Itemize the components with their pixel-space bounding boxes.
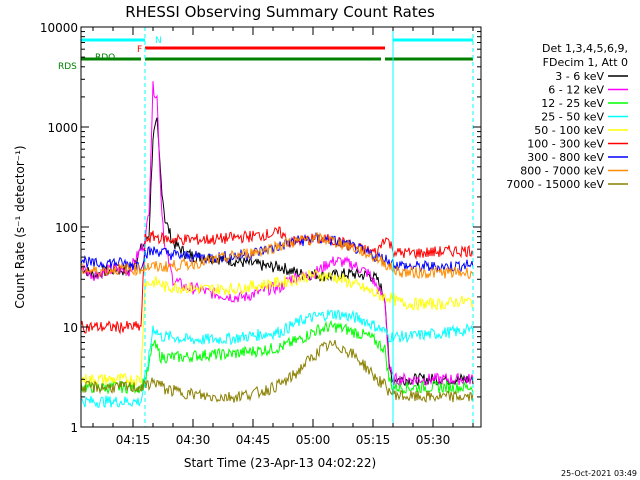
- flag-label-rds: RDS: [58, 62, 77, 72]
- flag-label-f: F: [137, 45, 142, 55]
- plot-area: N F RDO RDS: [58, 27, 474, 427]
- y-tick-label-5: 10000: [40, 21, 78, 35]
- flag-label-n: N: [155, 36, 162, 46]
- legend-label-7: 300 - 800 keV: [527, 151, 604, 164]
- legend-label-1: 3 - 6 keV: [555, 70, 604, 83]
- time-stamp: 25-Oct-2021 03:49: [561, 469, 637, 478]
- x-tick-label-4: 05:00: [296, 433, 331, 447]
- legend-header-line-1: Det 1,3,4,5,6,9,: [542, 42, 628, 55]
- legend-header-line-2: FDecim 1, Att 0: [543, 56, 628, 69]
- series-line-3: [81, 319, 474, 395]
- x-tick-label-6: 05:30: [416, 433, 451, 447]
- legend-label-3: 12 - 25 keV: [541, 97, 604, 110]
- legend-label-4: 25 - 50 keV: [541, 111, 604, 124]
- series-line-8: [81, 232, 474, 280]
- series-line-2: [81, 81, 474, 387]
- series-line-5: [81, 269, 474, 387]
- legend-label-6: 100 - 300 keV: [527, 138, 604, 151]
- x-tick-label-2: 04:30: [176, 433, 211, 447]
- legend-label-5: 50 - 100 keV: [534, 124, 604, 137]
- y-tick-label-1: 1: [70, 421, 78, 435]
- legend-label-9: 7000 - 15000 keV: [506, 178, 604, 191]
- y-tick-label-3: 100: [55, 221, 78, 235]
- chart-title: RHESSI Observing Summary Count Rates: [125, 3, 435, 21]
- y-tick-label-2: 10: [63, 321, 78, 335]
- series-line-6: [81, 226, 474, 335]
- y-tick-label-4: 1000: [47, 121, 78, 135]
- y-axis: 1 10 100 1000 10000: [40, 21, 481, 435]
- plot-frame: [80, 26, 482, 428]
- x-tick-label-1: 04:15: [116, 433, 151, 447]
- series-line-4: [81, 309, 474, 409]
- series-line-9: [81, 339, 474, 403]
- legend-label-2: 6 - 12 keV: [548, 84, 604, 97]
- legend-label-8: 800 - 7000 keV: [520, 165, 604, 178]
- flag-label-rdo: RDO: [95, 53, 115, 63]
- x-axis-label: Start Time (23-Apr-13 04:02:22): [184, 456, 376, 470]
- x-tick-label-5: 05:15: [356, 433, 391, 447]
- x-axis: 04:15 04:30 04:45 05:00 05:15 05:30: [92, 27, 474, 447]
- y-axis-label: Count Rate (s⁻¹ detector⁻¹): [13, 145, 27, 308]
- x-tick-label-3: 04:45: [236, 433, 271, 447]
